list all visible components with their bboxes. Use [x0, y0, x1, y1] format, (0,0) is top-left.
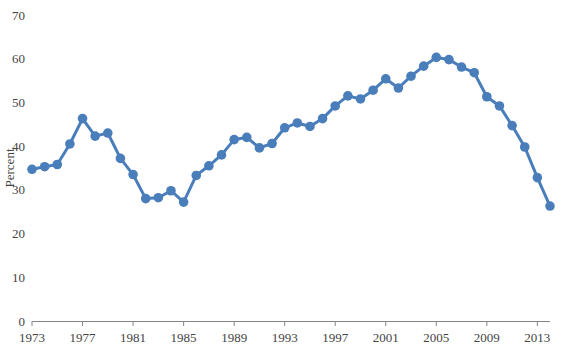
y-tick-label: 70: [12, 8, 25, 23]
marker: [343, 91, 353, 101]
x-tick-label: 1993: [272, 330, 298, 345]
y-axis-label: Percent: [2, 148, 17, 187]
x-tick-label: 2009: [474, 330, 500, 345]
marker: [406, 71, 416, 81]
marker: [507, 121, 517, 131]
x-tick: [234, 321, 235, 326]
marker: [141, 194, 151, 204]
marker: [431, 53, 441, 63]
marker: [545, 201, 555, 211]
x-tick: [436, 321, 437, 326]
x-tick: [385, 321, 386, 326]
x-tick-label: 1989: [221, 330, 247, 345]
marker: [280, 123, 290, 133]
x-axis-line: [32, 321, 550, 322]
marker: [482, 92, 492, 102]
marker: [65, 139, 75, 149]
y-tick-label: 0: [19, 314, 26, 329]
marker: [520, 142, 530, 152]
y-tick-label: 20: [12, 226, 25, 241]
marker: [368, 85, 378, 95]
marker: [457, 62, 467, 72]
marker: [27, 165, 37, 175]
marker: [318, 114, 328, 124]
y-tick-label: 60: [12, 51, 25, 66]
y-tick-label: 50: [12, 95, 25, 110]
marker: [495, 101, 505, 111]
x-tick: [82, 321, 83, 326]
marker: [204, 161, 214, 171]
plot-area: [27, 53, 555, 211]
marker: [154, 193, 164, 203]
marker: [179, 197, 189, 207]
x-tick-label: 1977: [70, 330, 97, 345]
marker: [229, 135, 239, 145]
marker: [242, 133, 252, 143]
x-tick: [335, 321, 336, 326]
marker: [330, 101, 340, 111]
marker: [305, 122, 315, 132]
chart: 0102030405060701973197719811985198919931…: [0, 0, 563, 352]
x-tick-label: 2013: [524, 330, 550, 345]
x-tick: [133, 321, 134, 326]
marker: [469, 68, 479, 78]
marker: [533, 173, 543, 183]
marker: [52, 160, 62, 170]
x-tick: [183, 321, 184, 326]
x-tick-label: 2005: [423, 330, 449, 345]
marker: [293, 118, 303, 128]
marker: [128, 170, 138, 180]
marker: [40, 162, 50, 172]
marker: [191, 171, 201, 181]
marker: [381, 74, 391, 84]
x-tick-label: 1981: [120, 330, 146, 345]
line: [32, 57, 550, 206]
marker: [103, 128, 113, 138]
x-tick: [32, 321, 33, 326]
marker: [394, 83, 404, 93]
marker: [356, 94, 366, 104]
x-tick-label: 2001: [373, 330, 399, 345]
marker: [116, 154, 126, 164]
x-tick: [537, 321, 538, 326]
marker: [419, 61, 429, 71]
x-tick-label: 1973: [19, 330, 45, 345]
marker: [444, 55, 454, 65]
y-tick-label: 10: [12, 270, 25, 285]
marker: [267, 139, 277, 149]
marker: [217, 150, 227, 160]
x-tick-label: 1985: [171, 330, 197, 345]
marker: [78, 114, 88, 124]
marker: [255, 143, 265, 153]
x-tick: [284, 321, 285, 326]
marker: [166, 186, 176, 196]
marker: [90, 131, 100, 141]
x-tick-label: 1997: [322, 330, 349, 345]
x-tick: [486, 321, 487, 326]
